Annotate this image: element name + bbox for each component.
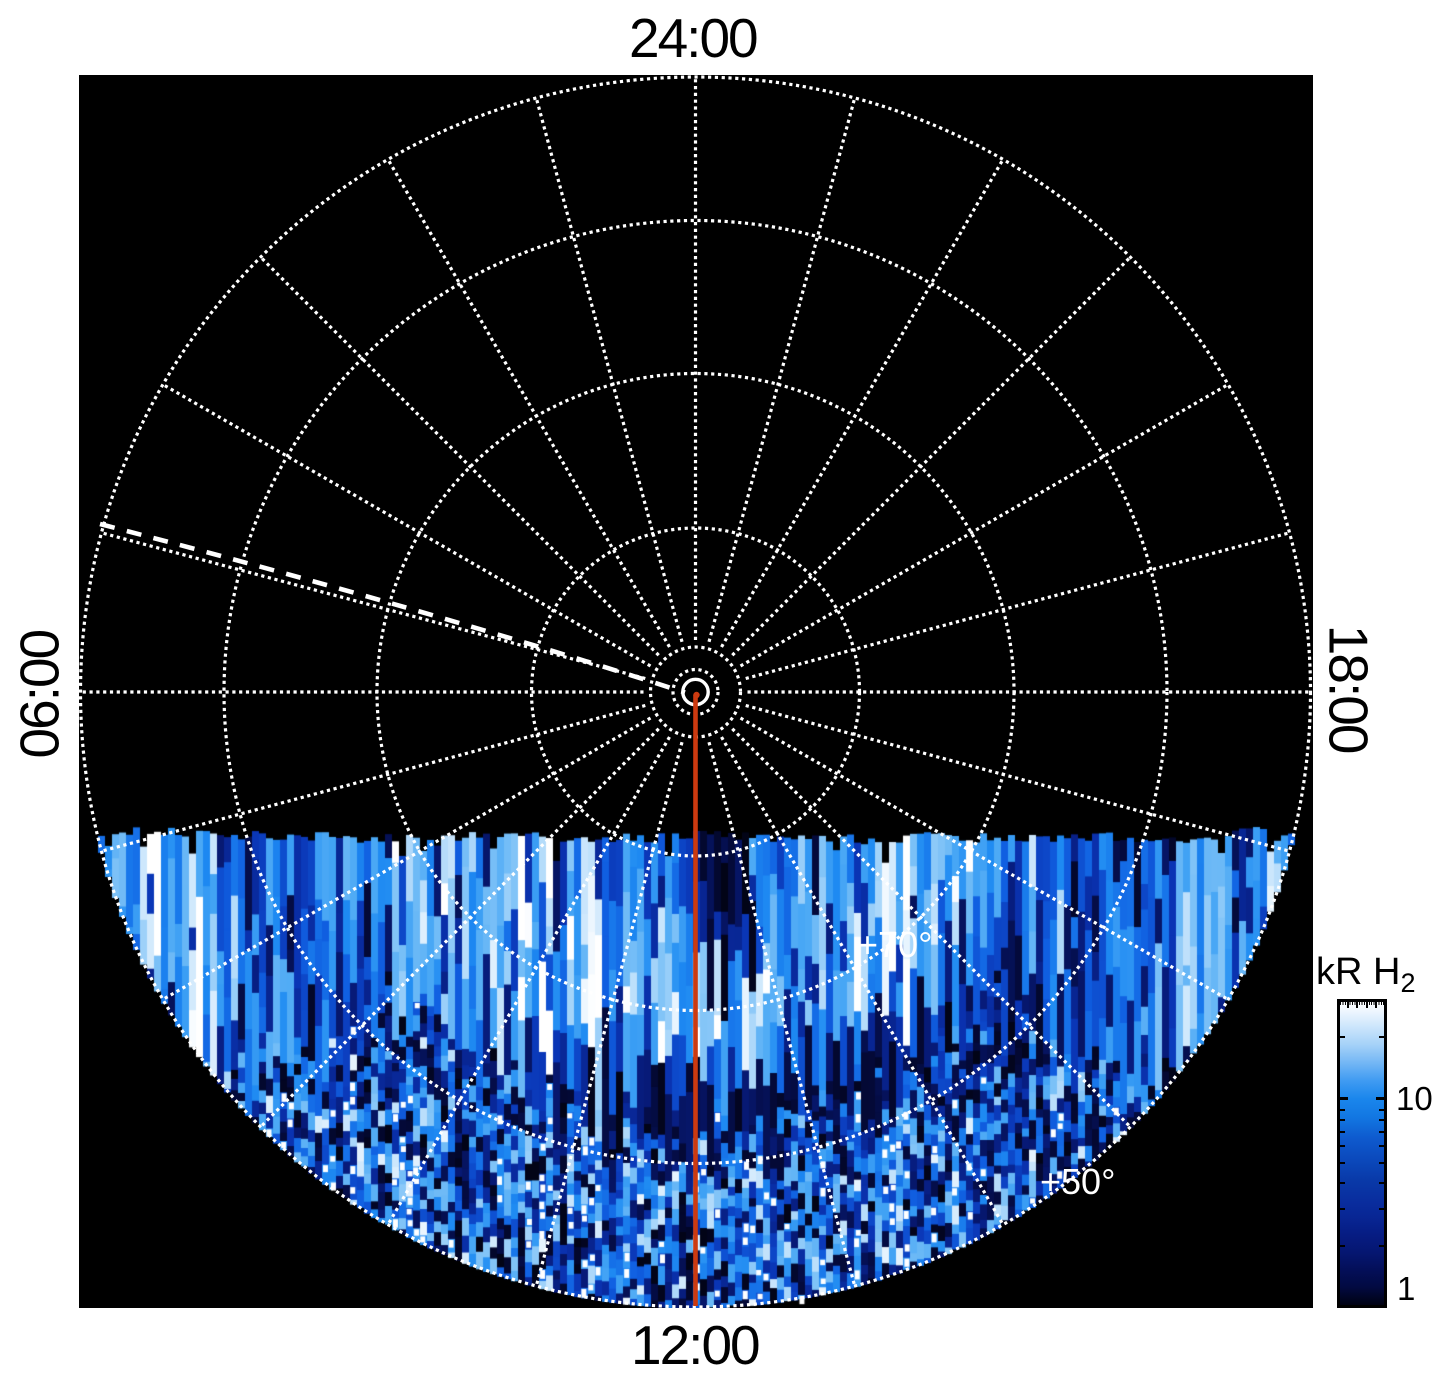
svg-text:+50°: +50°	[1040, 1161, 1115, 1202]
svg-text:+70°: +70°	[857, 924, 932, 965]
